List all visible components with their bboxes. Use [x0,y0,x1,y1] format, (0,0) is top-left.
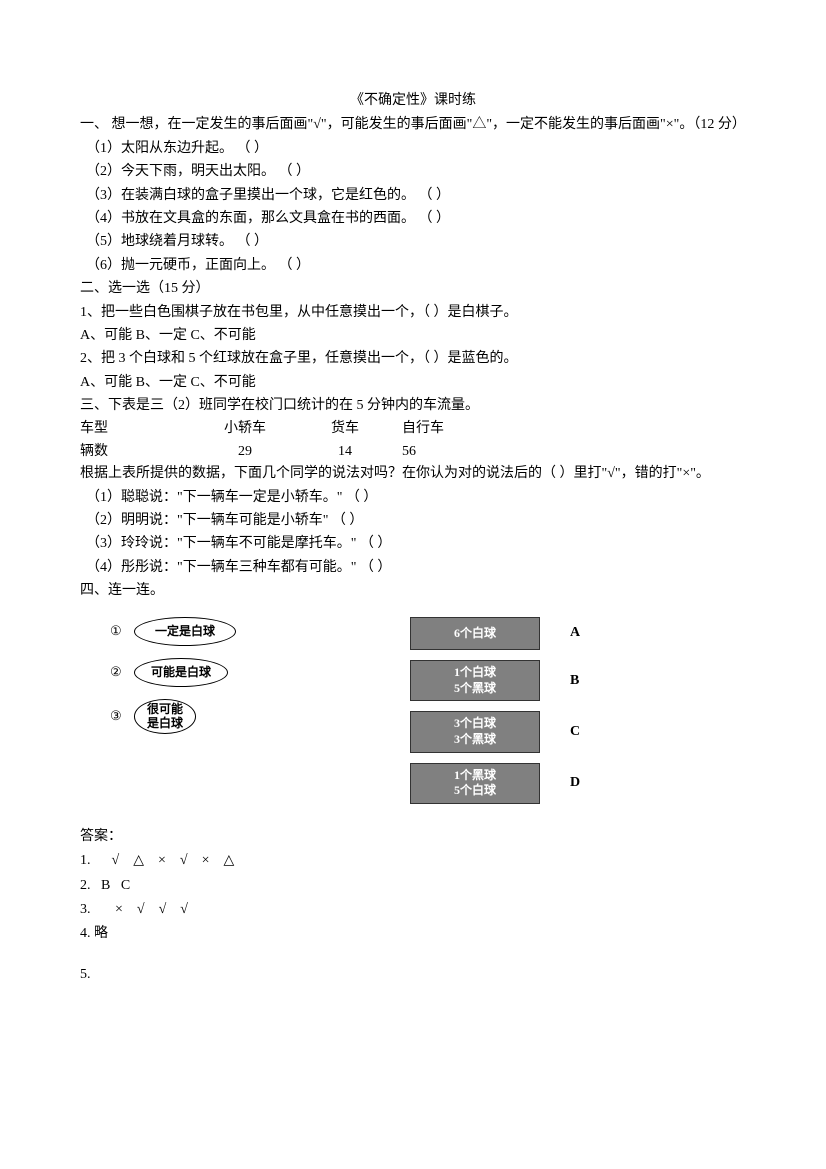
a1-m2: × [158,853,166,868]
q1-6: （6）抛一元硬币，正面向上。 （ ） [80,255,746,277]
box-row-d: 1个黑球 5个白球 D [410,763,710,804]
a1-m1: △ [133,853,144,868]
section4-header: 四、连一连。 [80,580,746,602]
oval-3-line1: 很可能 [147,702,183,716]
a3-m3: √ [180,902,188,917]
answers-section: 答案： 1. √ △ × √ × △ 2. B C 3. × √ √ √ 4. 略 5. [80,826,746,986]
oval-row-1: ① 一定是白球 [110,617,330,646]
q3-2: （2）明明说："下一辆车可能是小轿车" （ ） [80,510,746,532]
td-car: 29 [190,441,300,463]
th-bike: 自行车 [390,418,470,440]
answer-3: 3. × √ √ √ [80,899,746,921]
q3-4: （4）彤彤说："下一辆车三种车都有可能。" （ ） [80,557,746,579]
a3-m1: √ [137,902,145,917]
oval-num-2: ② [110,662,134,683]
td-bike: 56 [390,441,470,463]
answer-1: 1. √ △ × √ × △ [80,850,746,872]
a1-prefix: 1. [80,853,98,868]
section3-instruction: 根据上表所提供的数据，下面几个同学的说法对吗？在你认为对的说法后的（ ）里打"√… [80,463,746,485]
td-label: 辆数 [80,441,190,463]
q2-1-options: A、可能 B、一定 C、不可能 [80,325,746,347]
answer-4: 4. 略 [80,923,746,945]
box-c-line2: 3个黑球 [411,732,539,748]
oval-3: 很可能 是白球 [134,699,196,734]
section2-header: 二、选一选（15 分） [80,278,746,300]
box-d-line1: 1个黑球 [411,768,539,784]
box-a: 6个白球 [410,617,540,651]
oval-row-3: ③ 很可能 是白球 [110,699,330,734]
q3-3: （3）玲玲说："下一辆车不可能是摩托车。" （ ） [80,533,746,555]
q3-1: （1）聪聪说："下一辆车一定是小轿车。" （ ） [80,487,746,509]
q2-2-options: A、可能 B、一定 C、不可能 [80,372,746,394]
section1-header: 一、 想一想，在一定发生的事后面画"√"，可能发生的事后面画"△"，一定不能发生… [80,114,746,136]
box-label-b: B [570,670,579,692]
a3-prefix: 3. [80,902,101,917]
oval-num-1: ① [110,621,134,642]
answer-2: 2. B C [80,875,746,897]
box-label-a: A [570,622,580,644]
th-car: 小轿车 [190,418,300,440]
q1-3: （3）在装满白球的盒子里摸出一个球，它是红色的。 （ ） [80,185,746,207]
box-c-line1: 3个白球 [411,716,539,732]
oval-3-line2: 是白球 [147,716,183,730]
a3-m0: × [115,902,123,917]
table-data-row: 辆数 29 14 56 [80,441,746,463]
answers-header: 答案： [80,826,746,848]
th-truck: 货车 [300,418,390,440]
box-d-line2: 5个白球 [411,783,539,799]
box-row-c: 3个白球 3个黑球 C [410,711,710,752]
box-c: 3个白球 3个黑球 [410,711,540,752]
box-label-c: C [570,721,580,743]
q2-1: 1、把一些白色围棋子放在书包里，从中任意摸出一个，（ ）是白棋子。 [80,302,746,324]
a1-m3: √ [180,853,188,868]
a1-m4: × [202,853,210,868]
box-b: 1个白球 5个黑球 [410,660,540,701]
box-b-line1: 1个白球 [411,665,539,681]
right-boxes: 6个白球 A 1个白球 5个黑球 B 3个白球 3个黑球 C 1个黑球 5个白球… [410,617,710,814]
oval-1: 一定是白球 [134,617,236,646]
box-b-line2: 5个黑球 [411,681,539,697]
q1-2: （2）今天下雨，明天出太阳。 （ ） [80,161,746,183]
oval-row-2: ② 可能是白球 [110,658,330,687]
oval-num-3: ③ [110,706,134,727]
oval-2: 可能是白球 [134,658,228,687]
q1-5: （5）地球绕着月球转。 （ ） [80,231,746,253]
box-d: 1个黑球 5个白球 [410,763,540,804]
a1-m5: △ [223,853,234,868]
table-header-row: 车型 小轿车 货车 自行车 [80,418,746,440]
q1-1: （1）太阳从东边升起。 （ ） [80,138,746,160]
worksheet-title: 《不确定性》课时练 [80,90,746,112]
th-type: 车型 [80,418,190,440]
matching-diagram: ① 一定是白球 ② 可能是白球 ③ 很可能 是白球 6个白球 A 1个白球 5个… [80,617,746,814]
q2-2: 2、把 3 个白球和 5 个红球放在盒子里，任意摸出一个，（ ）是蓝色的。 [80,348,746,370]
left-ovals: ① 一定是白球 ② 可能是白球 ③ 很可能 是白球 [110,617,330,746]
box-row-b: 1个白球 5个黑球 B [410,660,710,701]
a3-m2: √ [159,902,167,917]
box-label-d: D [570,772,580,794]
box-row-a: 6个白球 A [410,617,710,651]
td-truck: 14 [300,441,390,463]
a1-m0: √ [112,853,120,868]
answer-5: 5. [80,964,746,986]
section3-header: 三、下表是三（2）班同学在校门口统计的在 5 分钟内的车流量。 [80,395,746,417]
q1-4: （4）书放在文具盒的东面，那么文具盒在书的西面。 （ ） [80,208,746,230]
